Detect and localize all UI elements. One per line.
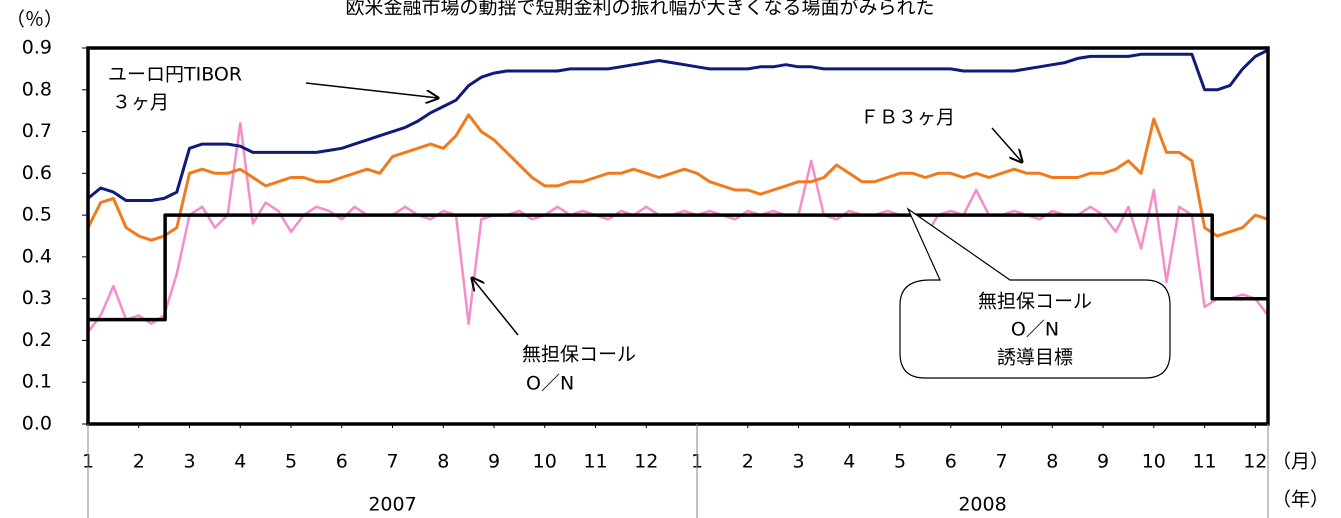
x-tick-label: 9 xyxy=(1097,451,1109,473)
chart-title: 欧米金融市場の動揺で短期金利の振れ幅が大きくなる場面がみられた xyxy=(345,0,934,19)
x-tick-label: 9 xyxy=(488,451,500,473)
y-tick-label: 0.5 xyxy=(22,204,52,226)
y-tick-label: 0.7 xyxy=(22,120,52,142)
x-tick-label: 6 xyxy=(945,451,957,473)
x-tick-label: 12 xyxy=(1243,451,1267,473)
annotation: O／N xyxy=(526,373,574,395)
y-tick-label: 0.3 xyxy=(22,287,52,309)
annotation: O／N xyxy=(1011,319,1059,341)
y-tick-label: 0.8 xyxy=(22,78,52,100)
x-tick-label: 3 xyxy=(183,451,195,473)
plot-frame xyxy=(86,46,1270,426)
x-tick-label: 10 xyxy=(1142,451,1166,473)
x-tick-label: 4 xyxy=(843,451,855,473)
y-tick-label: 0.9 xyxy=(22,37,52,59)
group-label: 2008 xyxy=(958,494,1006,516)
x-tick-label: 10 xyxy=(533,451,557,473)
x-tick-label: 6 xyxy=(336,451,348,473)
y-unit: （％） xyxy=(6,9,63,31)
x-tick-label: 7 xyxy=(386,451,398,473)
group-label: 2007 xyxy=(368,494,416,516)
annotation: 誘導目標 xyxy=(997,347,1073,369)
series-line xyxy=(88,213,1268,322)
series-line xyxy=(86,113,1269,242)
x-tick-label: 5 xyxy=(894,451,906,473)
callout xyxy=(899,207,1171,379)
x-tick-label: 4 xyxy=(234,451,246,473)
series-line xyxy=(87,48,1269,202)
y-tick-label: 0.2 xyxy=(22,329,52,351)
x-tick-label: 7 xyxy=(996,451,1008,473)
arrow xyxy=(305,82,438,98)
x-tick-label: 11 xyxy=(1192,451,1216,473)
x-tick-label: 3 xyxy=(792,451,804,473)
y-tick-label: 0.4 xyxy=(22,245,52,267)
x-tick-label: 2 xyxy=(742,451,754,473)
x-tick-label: 8 xyxy=(1046,451,1058,473)
x-unit: （月） xyxy=(1272,451,1329,473)
annotation: ユーロ円TIBOR xyxy=(108,64,242,86)
x-tick-label: 8 xyxy=(437,451,449,473)
annotation: 無担保コール xyxy=(978,291,1092,313)
annotation: ３ヶ月 xyxy=(112,92,169,114)
x-tick-label: 5 xyxy=(285,451,297,473)
annotation: 無担保コール xyxy=(522,344,636,366)
x-tick-label: 11 xyxy=(583,451,607,473)
arrow xyxy=(991,127,1022,162)
y-tick-label: 0.6 xyxy=(22,162,52,184)
group-unit: （年） xyxy=(1272,489,1329,511)
y-tick-label: 0.1 xyxy=(22,371,52,393)
x-tick-label: 2 xyxy=(133,451,145,473)
annotation: ＦＢ３ヶ月 xyxy=(860,107,955,129)
y-tick-label: 0.0 xyxy=(22,413,52,435)
plot xyxy=(86,48,1269,333)
x-tick-label: 12 xyxy=(634,451,658,473)
arrow xyxy=(472,278,519,336)
